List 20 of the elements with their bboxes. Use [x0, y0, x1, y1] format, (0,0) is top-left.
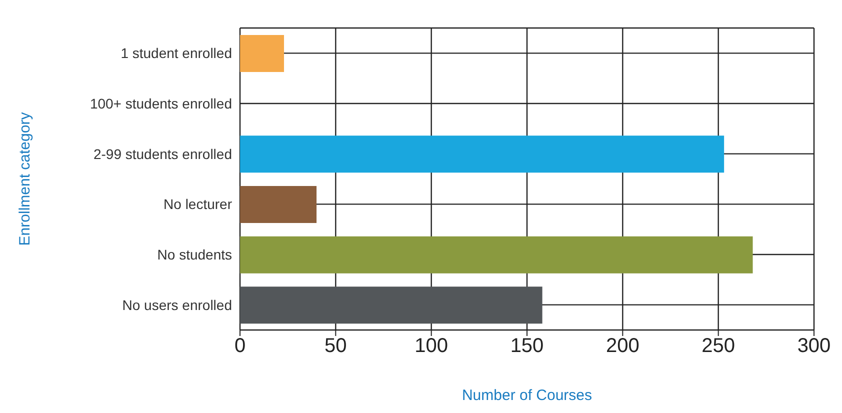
x-tick-label: 300	[797, 335, 831, 358]
x-tick-label: 0	[234, 335, 246, 358]
x-tick-label: 250	[702, 335, 736, 358]
bar	[240, 35, 284, 72]
x-tick-label: 150	[510, 335, 544, 358]
x-tick-label: 200	[606, 335, 640, 358]
bar	[240, 236, 753, 274]
y-tick-label: No students	[157, 246, 232, 262]
y-tick-label: 1 student enrolled	[120, 45, 232, 62]
y-tick-label: No lecturer	[164, 196, 232, 212]
bar	[240, 186, 317, 223]
x-tick-label: 100	[414, 335, 448, 358]
y-tick-label: 2-99 students enrolled	[93, 146, 232, 162]
bar	[240, 286, 542, 324]
bar	[240, 136, 724, 173]
y-tick-label: 100+ students enrolled	[90, 95, 232, 112]
x-axis-title: Number of Courses	[462, 387, 592, 404]
y-axis-title: Enrollment category	[16, 112, 34, 246]
x-tick-label: 50	[324, 335, 347, 358]
y-tick-label: No users enrolled	[122, 296, 232, 313]
